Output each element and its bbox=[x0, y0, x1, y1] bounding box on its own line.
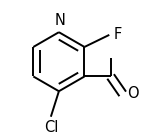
Text: F: F bbox=[113, 27, 122, 42]
Text: N: N bbox=[55, 13, 66, 27]
Text: Cl: Cl bbox=[44, 120, 58, 135]
Text: O: O bbox=[127, 86, 138, 101]
